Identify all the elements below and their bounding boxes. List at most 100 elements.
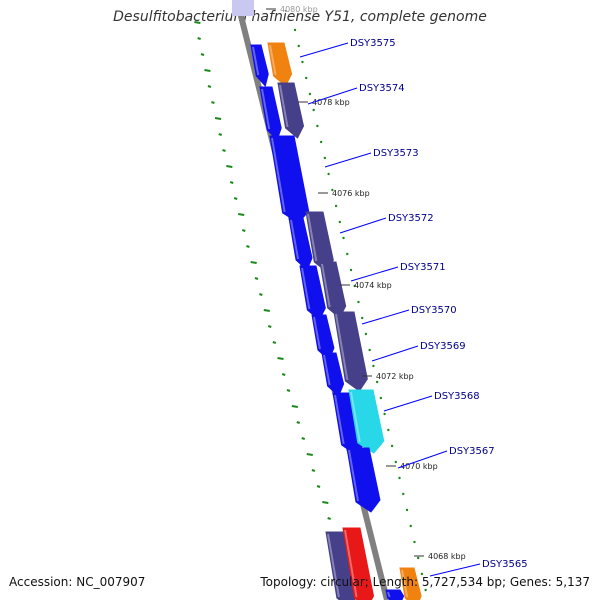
gene-fragment	[232, 0, 254, 16]
guide-dot	[353, 284, 356, 288]
gc-dot	[200, 53, 205, 56]
scale-label: 4074 kbp	[354, 281, 392, 290]
gene-label: DSY3572	[388, 213, 434, 224]
gene-label: DSY3568	[434, 391, 480, 402]
gene-label: DSY3570	[411, 305, 457, 316]
gc-dot	[204, 69, 211, 72]
gene-label-leader	[371, 345, 419, 362]
gc-dot	[254, 277, 259, 280]
gc-dot	[277, 357, 284, 360]
guide-dot	[364, 332, 368, 336]
gene-arrow	[299, 265, 326, 321]
gene-arrow	[259, 86, 282, 141]
gc-dot	[267, 325, 272, 328]
gc-dot	[233, 197, 238, 200]
gene-arrow	[269, 135, 310, 224]
gene-label: DSY3571	[400, 262, 446, 273]
gc-dot	[263, 309, 270, 312]
accession-label: Accession: NC_007907	[9, 575, 146, 589]
gene-highlight	[301, 267, 311, 310]
gc-dot	[306, 453, 313, 456]
gc-dot	[211, 101, 215, 104]
gene-label: DSY3567	[449, 446, 495, 457]
scale-ticks: 4080 kbp 4078 kbp 4076 kbp 4074 kbp 4072 kbp…	[266, 5, 466, 561]
gene-label-leader	[299, 42, 349, 58]
gene-highlight	[334, 394, 345, 445]
gene-highlight	[348, 449, 359, 502]
gene-highlight	[313, 316, 321, 350]
gene-arrow	[348, 389, 385, 454]
guide-dot	[308, 92, 312, 96]
scale-label: 4070 kbp	[400, 462, 438, 471]
gene-highlight	[252, 46, 260, 76]
gene-highlight	[323, 354, 331, 386]
guide-dot	[420, 572, 424, 576]
gene-highlight	[269, 44, 277, 76]
gene-highlight	[321, 263, 331, 308]
guide-dot	[383, 412, 386, 416]
guide-dot	[390, 444, 394, 448]
gc-dot	[272, 341, 277, 344]
guide-dot	[372, 364, 375, 368]
guide-dot	[405, 508, 409, 512]
guide-dot	[394, 460, 397, 464]
guide-dot	[327, 172, 330, 176]
gene-arrow	[342, 527, 375, 600]
gc-dot	[301, 437, 306, 440]
gene-highlight	[307, 213, 318, 262]
gene-highlight	[335, 313, 349, 381]
gene-label: DSY3575	[350, 38, 396, 49]
guide-dot	[338, 220, 341, 224]
gene-arrow	[250, 44, 269, 88]
gc-dot	[291, 405, 298, 408]
gene-labels: DSY3575 DSY3574 DSY3573 DSY3572 DSY3571 DSY35…	[299, 38, 528, 577]
guide-dot	[357, 300, 360, 304]
gene-label: DSY3565	[482, 559, 528, 570]
gc-dot	[194, 21, 201, 24]
gene-highlight	[387, 591, 391, 598]
gene-arrow	[346, 447, 381, 513]
scale-label: 4080 kbp	[280, 5, 318, 14]
gene-label-leader	[324, 152, 372, 168]
guide-dot	[312, 108, 315, 112]
scale-label: 4072 kbp	[376, 372, 414, 381]
gc-dot	[286, 389, 291, 392]
guide-dot	[297, 44, 300, 48]
gene-highlight	[350, 391, 361, 443]
guide-dot	[349, 268, 353, 272]
gene-label-leader	[383, 395, 433, 412]
guide-dot	[331, 188, 334, 192]
guide-dot	[368, 348, 371, 352]
guide-dot	[301, 60, 304, 64]
gc-dot	[222, 149, 226, 152]
scale-label: 4078 kbp	[312, 98, 350, 107]
gc-dot	[229, 181, 234, 184]
gene-label-leader	[307, 87, 358, 105]
gene-label: DSY3573	[373, 148, 419, 159]
guide-dot	[413, 540, 416, 544]
guide-dot	[375, 380, 379, 384]
gene-highlight	[271, 137, 286, 213]
guide-dot	[417, 556, 420, 560]
gc-dot	[327, 517, 331, 520]
gc-dot	[296, 421, 301, 424]
gc-dot	[322, 501, 329, 504]
gc-dot	[250, 261, 257, 264]
gene-arrow	[277, 82, 305, 139]
guide-dot	[398, 476, 401, 480]
gene-arrow	[385, 589, 405, 600]
gene-highlight	[261, 88, 271, 130]
guide-dot	[342, 236, 345, 240]
gene-label-leader	[361, 309, 410, 325]
gene-highlight	[327, 533, 340, 598]
gene-highlight	[279, 84, 289, 128]
gene-arrow	[399, 567, 422, 600]
guide-dot	[402, 492, 405, 496]
guide-dot	[293, 28, 297, 32]
gene-label-leader	[397, 450, 448, 469]
scale-label: 4068 kbp	[428, 552, 466, 561]
map-title: Desulfitobacterium hafniense Y51, comple…	[113, 9, 487, 25]
guide-dot	[334, 204, 338, 208]
guide-dot	[424, 588, 427, 592]
